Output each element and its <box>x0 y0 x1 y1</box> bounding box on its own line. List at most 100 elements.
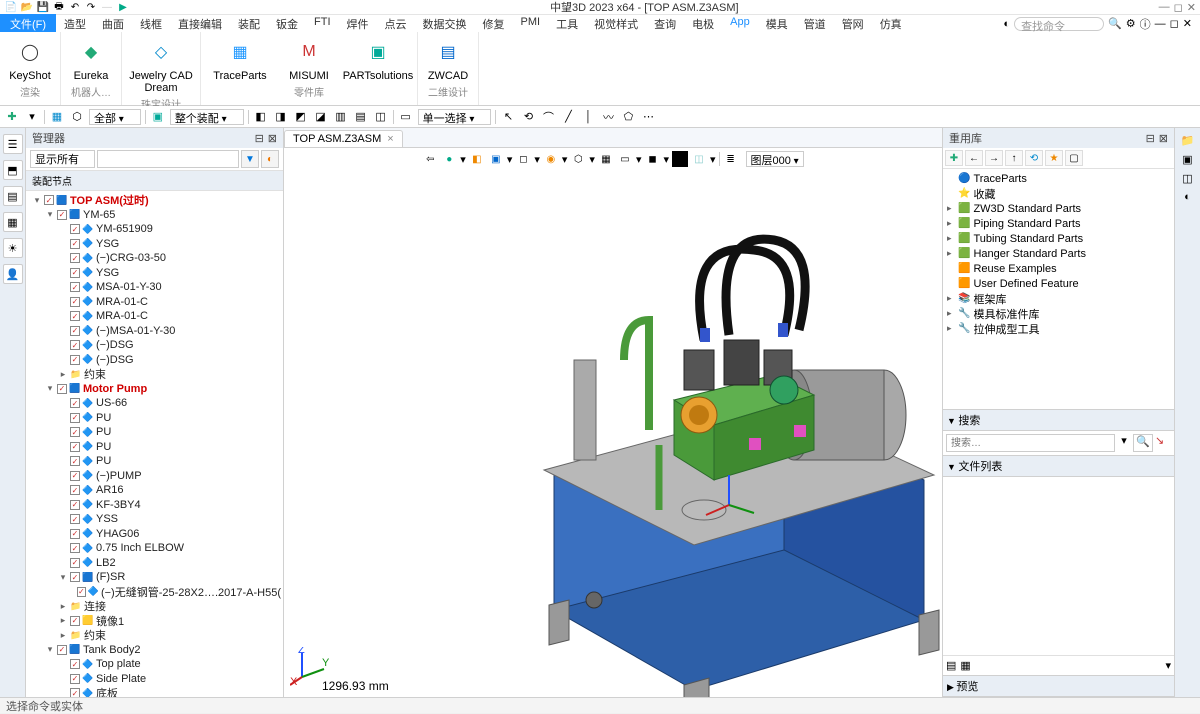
tree-twisty-icon[interactable]: ▾ <box>45 209 55 220</box>
tool-f-icon[interactable]: ▤ <box>353 109 369 125</box>
tree-node[interactable]: ✓🔷PU <box>26 454 283 469</box>
tree-node[interactable]: ▾✓🟦YM-65 <box>26 208 283 223</box>
rotate-icon[interactable]: ⟲ <box>520 109 536 125</box>
reuse-close-icon[interactable]: ⊠ <box>1159 132 1168 145</box>
tree-checkbox[interactable]: ✓ <box>70 529 80 539</box>
menu-查询[interactable]: 查询 <box>646 14 684 34</box>
menu-造型[interactable]: 造型 <box>56 14 94 34</box>
reuse-fav-icon[interactable]: ★ <box>1045 150 1063 166</box>
tree-node[interactable]: ✓🔷(−)MSA-01-Y-30 <box>26 324 283 339</box>
menu-修复[interactable]: 修复 <box>475 14 513 34</box>
clear-filter-icon[interactable]: ◐ <box>261 150 279 168</box>
dock-user-icon[interactable]: 👤 <box>3 264 23 284</box>
search-clear-icon[interactable]: ↘ <box>1155 434 1171 452</box>
ribbon-keyshot[interactable]: ◯KeyShot <box>0 34 60 84</box>
tree-node[interactable]: ✓🔷YSG <box>26 237 283 252</box>
rdock-cloud-icon[interactable]: ◐ <box>1184 191 1191 203</box>
menu-管道[interactable]: 管道 <box>796 14 834 34</box>
display-filter-combo[interactable]: 显示所有 <box>30 150 95 168</box>
tool-c-icon[interactable]: ◩ <box>293 109 309 125</box>
tree-node[interactable]: ✓🔷0.75 Inch ELBOW <box>26 541 283 556</box>
qat-new-icon[interactable]: 📄 <box>4 1 18 13</box>
tree-node[interactable]: ✓🔷Side Plate <box>26 672 283 687</box>
tab-close-icon[interactable]: × <box>387 133 393 145</box>
tree-checkbox[interactable]: ✓ <box>70 239 80 249</box>
menu-工具[interactable]: 工具 <box>548 14 586 34</box>
tree-twisty-icon[interactable]: ▾ <box>45 383 55 394</box>
library-node[interactable]: ▸🔧模具标准件库 <box>947 306 1170 321</box>
menu-模具[interactable]: 模具 <box>758 14 796 34</box>
tree-node[interactable]: ▾✓🟦TOP ASM(过时) <box>26 193 283 208</box>
select-mode-combo[interactable]: 单一选择 ▾ <box>418 109 492 125</box>
tree-checkbox[interactable]: ✓ <box>70 514 80 524</box>
menu-数据交换[interactable]: 数据交换 <box>415 14 475 34</box>
library-node[interactable]: 🟧User Defined Feature <box>947 276 1170 291</box>
vt-wire-icon[interactable]: ◻ <box>515 151 531 167</box>
line2-icon[interactable]: │ <box>580 109 596 125</box>
tree-checkbox[interactable]: ✓ <box>70 572 80 582</box>
tree-checkbox[interactable]: ✓ <box>70 427 80 437</box>
tree-checkbox[interactable]: ✓ <box>70 500 80 510</box>
vt-hide-icon[interactable]: ◼ <box>644 151 660 167</box>
tree-node[interactable]: ✓🔷底板 <box>26 686 283 697</box>
tree-node[interactable]: ✓🔷YM-651909 <box>26 222 283 237</box>
filter-combo[interactable]: 全部 ▾ <box>89 109 141 125</box>
help-icon[interactable]: ◐ <box>1003 18 1010 30</box>
maximize-icon[interactable]: ◻ <box>1174 1 1183 14</box>
3d-viewport[interactable]: Z Y X 1296.93 mm <box>284 170 942 697</box>
library-tree[interactable]: 🔵TraceParts⭐收藏▸🟩ZW3D Standard Parts▸🟩Pip… <box>943 169 1174 338</box>
tree-checkbox[interactable]: ✓ <box>70 311 80 321</box>
ribbon-partsolutions[interactable]: ▣PARTsolutions <box>339 34 417 84</box>
tree-node[interactable]: ▾✓🟦(F)SR <box>26 570 283 585</box>
tree-node[interactable]: ▸✓🟨镜像1 <box>26 614 283 629</box>
tree-node[interactable]: ✓🔷PU <box>26 440 283 455</box>
menu-装配[interactable]: 装配 <box>230 14 268 34</box>
menu-管网[interactable]: 管网 <box>834 14 872 34</box>
lib-expand-icon[interactable]: ▸ <box>947 308 955 319</box>
vt-shade-icon[interactable]: ● <box>441 151 457 167</box>
viewmode-list-icon[interactable]: ▤ <box>946 659 956 672</box>
line-icon[interactable]: ╱ <box>560 109 576 125</box>
tree-node[interactable]: ✓🔷LB2 <box>26 556 283 571</box>
qat-redo-icon[interactable]: ↷ <box>84 1 98 13</box>
file-menu-button[interactable]: 文件(F) <box>0 14 56 34</box>
box-icon[interactable]: ▦ <box>49 109 65 125</box>
cube-icon[interactable]: ▣ <box>150 109 166 125</box>
ribbon-misumi[interactable]: MMISUMI <box>279 34 339 84</box>
tree-checkbox[interactable]: ✓ <box>70 674 80 684</box>
lib-expand-icon[interactable]: ▸ <box>947 218 955 229</box>
ribbon-jewelry-cad-dream[interactable]: ◇Jewelry CAD Dream <box>122 34 200 96</box>
add-icon[interactable]: ✚ <box>4 109 20 125</box>
tool-d-icon[interactable]: ◪ <box>313 109 329 125</box>
tree-checkbox[interactable]: ✓ <box>70 282 80 292</box>
tree-node[interactable]: ✓🔷MSA-01-Y-30 <box>26 280 283 295</box>
command-search-input[interactable]: 查找命令 <box>1014 17 1104 31</box>
hex-icon[interactable]: ⬡ <box>69 109 85 125</box>
tree-checkbox[interactable]: ✓ <box>70 340 80 350</box>
vt-ball-icon[interactable]: ◉ <box>543 151 559 167</box>
tree-node[interactable]: ▾✓🟦Tank Body2 <box>26 643 283 658</box>
ribbon-zwcad[interactable]: ▤ZWCAD <box>418 34 478 84</box>
reuse-folder-icon[interactable]: ▢ <box>1065 150 1083 166</box>
qat-save-icon[interactable]: 💾 <box>36 1 50 13</box>
tree-checkbox[interactable]: ✓ <box>70 688 80 697</box>
search-dd-icon[interactable]: ▾ <box>1117 434 1131 452</box>
tree-checkbox[interactable]: ✓ <box>70 268 80 278</box>
tree-checkbox[interactable]: ✓ <box>70 558 80 568</box>
tree-twisty-icon[interactable]: ▸ <box>58 601 68 612</box>
library-node[interactable]: 🟧Reuse Examples <box>947 261 1170 276</box>
menu-PMI[interactable]: PMI <box>513 14 549 34</box>
library-node[interactable]: ▸📚框架库 <box>947 291 1170 306</box>
tree-twisty-icon[interactable]: ▾ <box>58 572 68 583</box>
tree-checkbox[interactable]: ✓ <box>70 413 80 423</box>
tree-node[interactable]: ✓🔷YSS <box>26 512 283 527</box>
reuse-pin-icon[interactable]: ⊟ <box>1146 132 1155 145</box>
reuse-add-icon[interactable]: ✚ <box>945 150 963 166</box>
qat-open-icon[interactable]: 📂 <box>20 1 34 13</box>
app-restore-icon[interactable]: ◻ <box>1170 17 1179 30</box>
menu-点云[interactable]: 点云 <box>377 14 415 34</box>
tree-node[interactable]: ▸📁约束 <box>26 367 283 382</box>
settings-icon[interactable]: ⚙ <box>1126 17 1136 30</box>
assembly-tree[interactable]: ▾✓🟦TOP ASM(过时)▾✓🟦YM-65✓🔷YM-651909✓🔷YSG ✓🔷… <box>26 191 283 697</box>
library-node[interactable]: ⭐收藏 <box>947 186 1170 201</box>
